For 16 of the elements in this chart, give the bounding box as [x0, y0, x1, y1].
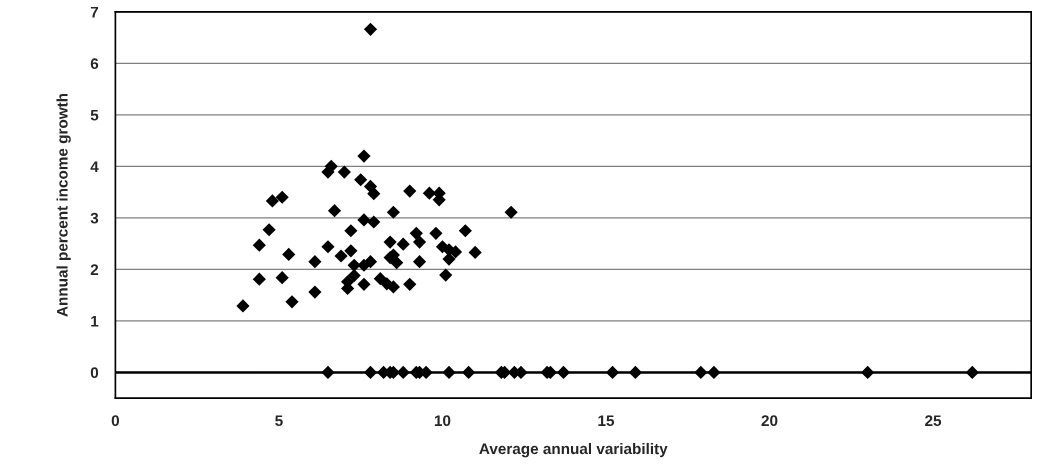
y-tick-label: 6 — [90, 58, 99, 70]
x-tick-label: 10 — [434, 415, 451, 427]
x-axis-title: Average annual variability — [479, 442, 668, 458]
y-tick-label: 0 — [90, 367, 99, 379]
x-tick-label: 0 — [111, 415, 120, 427]
y-tick-label: 2 — [90, 264, 99, 275]
y-tick-label: 4 — [90, 161, 99, 172]
x-tick-label: 25 — [925, 415, 942, 427]
y-tick-label: 7 — [90, 6, 99, 18]
x-tick-label: 5 — [275, 415, 283, 427]
y-tick-label: 5 — [90, 109, 99, 121]
x-tick-label: 15 — [598, 415, 615, 427]
y-tick-label: 1 — [91, 315, 99, 327]
y-axis-title: Annual percent income growth — [56, 93, 71, 317]
x-tick-label: 20 — [761, 415, 778, 427]
y-tick-label: 3 — [90, 212, 99, 224]
